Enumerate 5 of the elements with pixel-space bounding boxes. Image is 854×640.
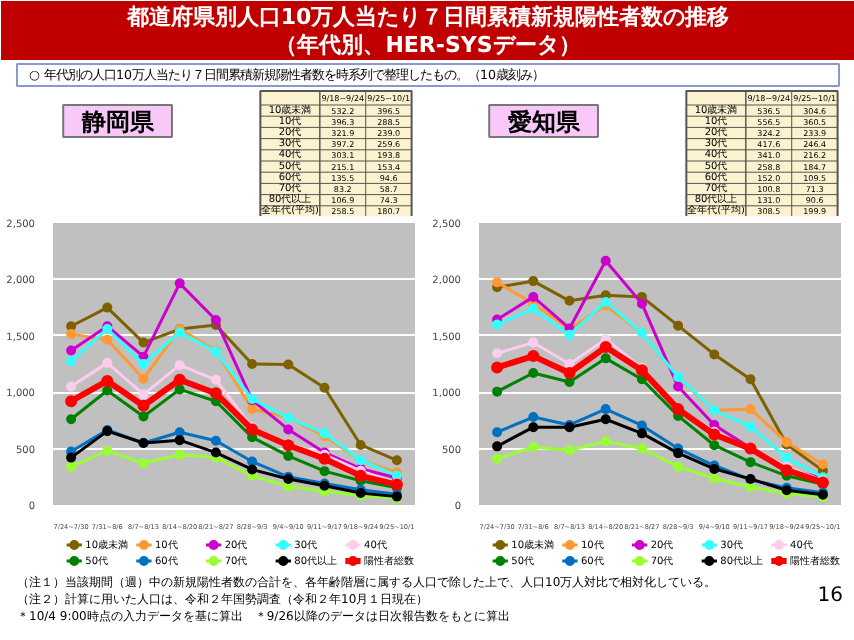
text: 16 (817, 585, 844, 607)
chart-title: 静岡県 (79, 108, 156, 136)
chart-title: 愛知県 (507, 108, 582, 136)
text: （年代別、HER-SYSデータ） (275, 32, 581, 58)
text: 都道府県別人口10万人当たり７日間累積新規陽性者数の推移 (124, 4, 730, 30)
